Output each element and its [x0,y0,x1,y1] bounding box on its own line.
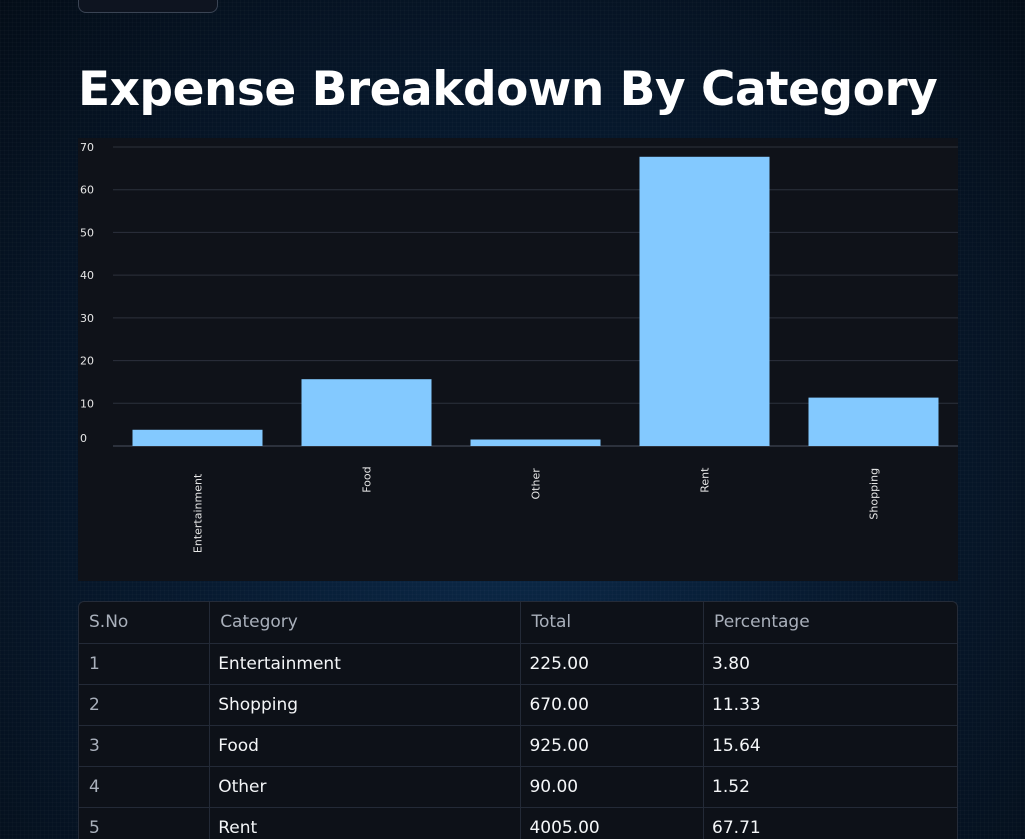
y-tick-label: 10 [80,397,94,410]
cell-percentage: 11.33 [703,684,957,726]
bar [639,156,770,447]
bar [808,397,939,446]
table-row: 1 Entertainment 225.00 3.80 [79,643,957,685]
cell-percentage: 67.71 [703,807,957,839]
x-tick-label: Entertainment [192,473,205,553]
y-tick-label: 60 [80,184,94,197]
y-tick-label: 50 [80,226,94,239]
expense-table-grid: S.No Category Total Percentage 1 Enterta… [79,602,957,839]
y-tick-label: 40 [80,269,94,282]
table-header-row: S.No Category Total Percentage [79,602,957,644]
cell-sno: 1 [79,643,211,685]
cell-total: 670.00 [520,684,705,726]
bar [301,379,432,446]
cell-category: Entertainment [209,643,522,685]
x-tick-label: Food [361,466,374,492]
y-tick-label: 20 [80,355,94,368]
x-tick-label: Shopping [868,468,881,520]
cell-percentage: 1.52 [703,766,957,808]
y-tick-label: 0 [80,432,87,445]
cell-sno: 4 [79,766,211,808]
cell-total: 925.00 [520,725,705,767]
table-row: 4 Other 90.00 1.52 [79,766,957,808]
table-row: 2 Shopping 670.00 11.33 [79,684,957,726]
bar [132,429,263,446]
expense-table: S.No Category Total Percentage 1 Enterta… [78,601,958,839]
column-header-category[interactable]: Category [209,602,522,644]
cell-percentage: 3.80 [703,643,957,685]
column-header-sno[interactable]: S.No [79,602,211,644]
cell-sno: 5 [79,807,211,839]
x-tick-label: Other [530,468,543,500]
cell-percentage: 15.64 [703,725,957,767]
cell-total: 4005.00 [520,807,705,839]
bar [470,439,601,446]
cell-sno: 3 [79,725,211,767]
table-row: 5 Rent 4005.00 67.71 [79,807,957,839]
cell-total: 90.00 [520,766,705,808]
cell-total: 225.00 [520,643,705,685]
cell-category: Rent [209,807,522,839]
column-header-total[interactable]: Total [520,602,705,644]
chart-svg: 0 10 20 30 40 50 60 70 Entertainment Food Other Ren… [80,141,958,553]
y-tick-label: 70 [80,141,94,154]
column-header-percentage[interactable]: Percentage [703,602,957,644]
x-tick-label: Rent [699,467,712,493]
page-title: Expense Breakdown By Category [78,62,938,117]
cell-category: Shopping [209,684,522,726]
cell-category: Food [209,725,522,767]
table-row: 3 Food 925.00 15.64 [79,725,957,767]
cell-sno: 2 [79,684,211,726]
expense-bar-chart: 0 10 20 30 40 50 60 70 Entertainment Food Other Ren… [78,138,958,581]
cell-category: Other [209,766,522,808]
top-widget-edge[interactable] [78,0,218,13]
y-tick-label: 30 [80,312,94,325]
